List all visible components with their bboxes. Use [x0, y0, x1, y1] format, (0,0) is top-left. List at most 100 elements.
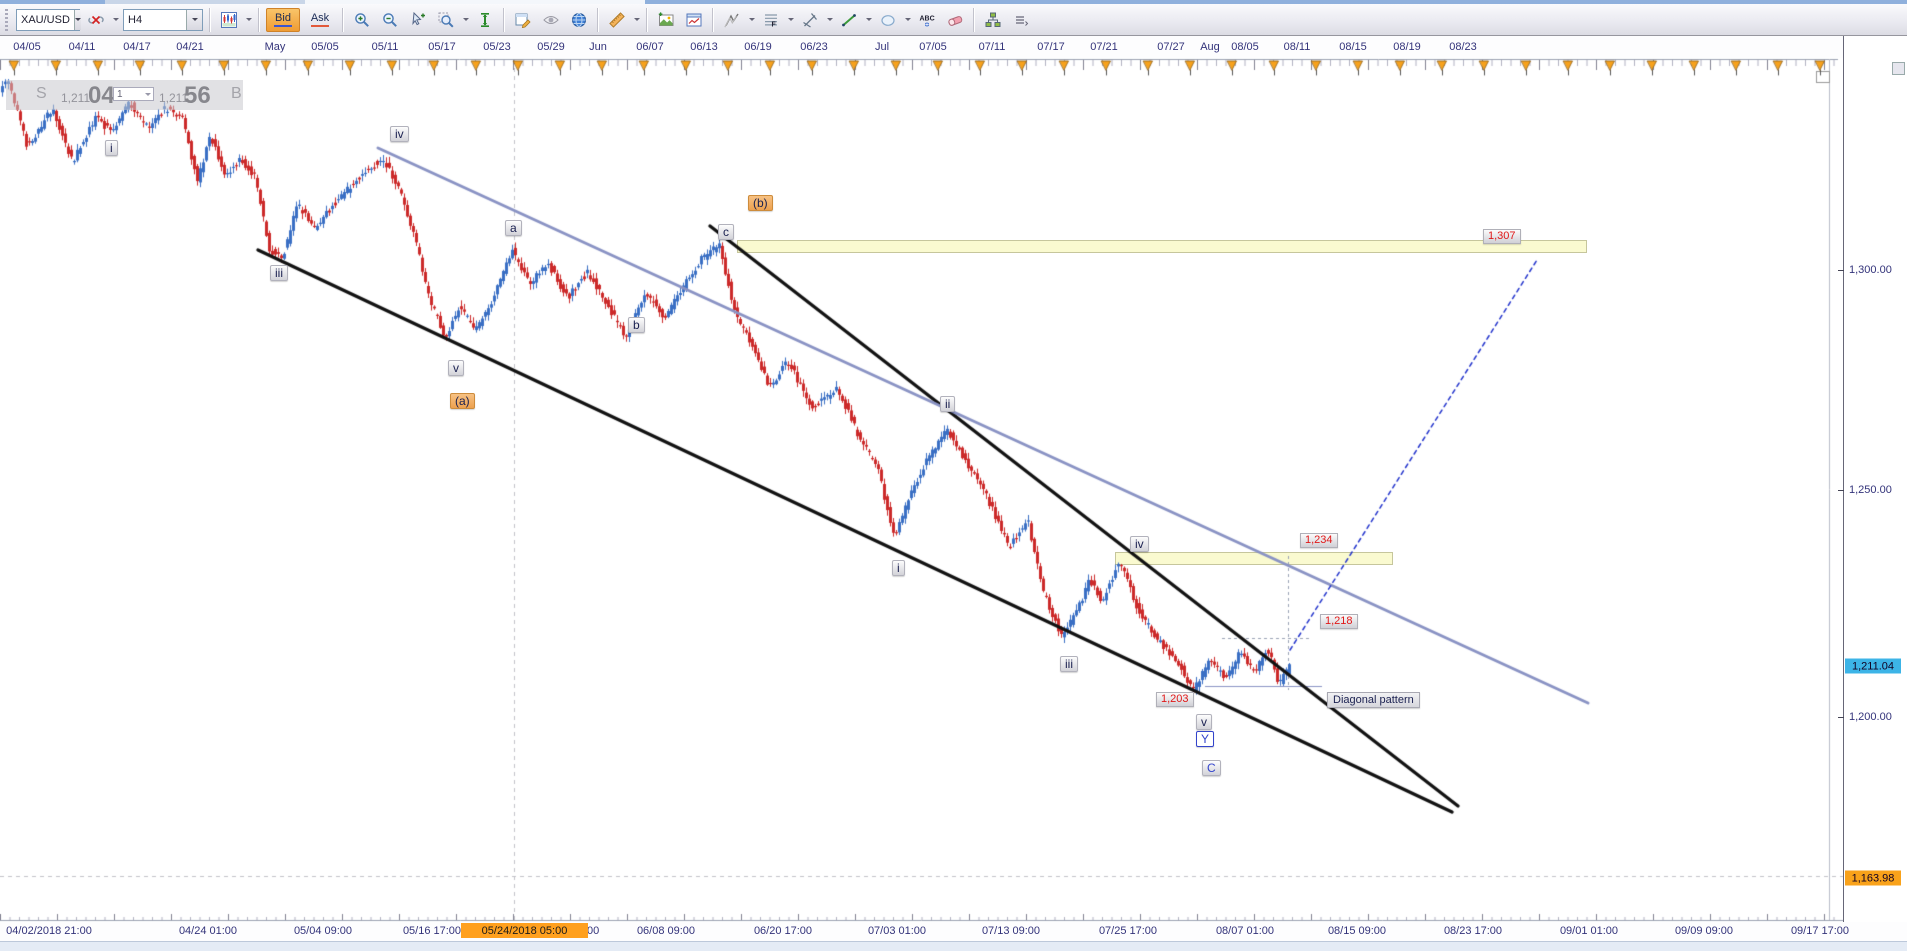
price-level-tag[interactable]: 1,203 [1156, 692, 1194, 707]
wave-label-b[interactable]: b [628, 317, 645, 333]
top-date-axis[interactable]: 04/05 04/11 04/17 04/21 May 05/05 05/11 05/17 05… [0, 36, 1907, 58]
area-zoom-icon-dropdown[interactable] [460, 8, 471, 32]
price-level-tag[interactable]: 1,218 [1320, 614, 1358, 629]
bottom-date-axis[interactable]: 04/02/2018 21:00 04/24 01:00 05/04 09:00 05… [0, 922, 1907, 941]
window-top-strip-segment [305, 0, 645, 4]
price-level-tag[interactable]: 1,234 [1300, 533, 1338, 548]
window-top-strip-segment [105, 0, 305, 4]
top-axis-label: 08/11 [1283, 41, 1311, 53]
ruler-icon[interactable] [603, 7, 631, 33]
top-axis-label: 04/05 [13, 41, 41, 53]
eraser-icon[interactable] [941, 7, 969, 33]
bottom-axis-label: 09/17 17:00 [1790, 925, 1850, 937]
chevron-down-icon[interactable] [186, 9, 202, 30]
bid-button-underline [274, 25, 292, 27]
window-top-strip [0, 0, 1907, 4]
top-axis-label: 08/23 [1449, 41, 1477, 53]
wave-label-ii[interactable]: ii [940, 396, 956, 412]
trendline-tool-icon[interactable] [835, 7, 863, 33]
top-axis-label: 05/29 [537, 41, 565, 53]
ask-button-underline [311, 25, 329, 27]
wave-label-iii[interactable]: iii [1060, 656, 1078, 672]
quick-trade-widget[interactable]: S 1,211 04 1 1,211 56 B [6, 80, 243, 110]
wave-label-iv[interactable]: iv [390, 126, 409, 142]
wave-label-iii[interactable]: iii [270, 265, 288, 281]
chart-type-icon[interactable] [215, 7, 243, 33]
ellipse-tool-icon[interactable] [874, 7, 902, 33]
unlink-icon[interactable] [82, 7, 110, 33]
symbol-select[interactable]: XAU/USD [16, 8, 81, 31]
chevron-down-icon[interactable] [73, 9, 81, 30]
top-axis-label: 04/21 [176, 41, 204, 53]
fibonacci-tool-icon[interactable]: F [757, 7, 785, 33]
wave-label-c[interactable]: c [718, 224, 734, 240]
wave-label-iv[interactable]: iv [1130, 536, 1149, 552]
bid-button[interactable]: Bid [266, 7, 300, 32]
toolbar-separator [646, 7, 648, 32]
trendline-tool-icon-dropdown[interactable] [863, 8, 874, 32]
top-axis-label: 06/07 [636, 41, 664, 53]
chart-type-icon-dropdown[interactable] [243, 8, 254, 32]
price-level-tag[interactable]: 1,307 [1483, 229, 1521, 244]
globe-icon[interactable] [565, 7, 593, 33]
top-axis-label: 06/13 [690, 41, 718, 53]
zoom-out-icon[interactable] [376, 7, 404, 33]
toolbar-grip[interactable] [3, 8, 10, 31]
wave-label-i[interactable]: i [105, 140, 118, 156]
diagonal-pattern-label[interactable]: Diagonal pattern [1327, 692, 1420, 708]
note-edit-icon[interactable] [509, 7, 537, 33]
pitchfork-tool-icon[interactable] [796, 7, 824, 33]
bottom-axis-label: 04/24 01:00 [178, 925, 238, 937]
text-tool-icon[interactable]: ABC [913, 7, 941, 33]
unlink-icon-dropdown[interactable] [110, 8, 121, 32]
bottom-axis-label: 04/02/2018 21:00 [6, 925, 92, 937]
pitchfork-tool-icon-dropdown[interactable] [824, 8, 835, 32]
target-level-tag: 1,163.98 [1845, 870, 1901, 886]
horizontal-scroll-strip[interactable] [0, 941, 1907, 951]
price-axis-label: 1,200.00 [1849, 711, 1892, 723]
eye-icon[interactable] [537, 7, 565, 33]
ellipse-tool-icon-dropdown[interactable] [902, 8, 913, 32]
wave-label-b[interactable]: (b) [748, 195, 773, 211]
wave-label-v[interactable]: v [448, 360, 464, 376]
candlestick-chart-canvas[interactable] [0, 58, 1843, 922]
timeframe-select[interactable]: H4 [123, 8, 203, 31]
area-zoom-icon[interactable] [432, 7, 460, 33]
price-axis[interactable]: 1,300.00 1,250.00 1,200.00 1,211.04 1,163.98 [1838, 36, 1907, 922]
axis-settings-box[interactable] [1892, 62, 1905, 75]
chevron-down-icon [145, 92, 151, 99]
wave-label-a[interactable]: a [505, 220, 522, 236]
zigzag-tool-icon-dropdown[interactable] [746, 8, 757, 32]
wave-label-v[interactable]: v [1196, 714, 1212, 730]
top-axis-label: May [264, 41, 286, 53]
fit-height-icon[interactable] [471, 7, 499, 33]
zigzag-tool-icon[interactable] [718, 7, 746, 33]
chart-window-icon[interactable] [680, 7, 708, 33]
top-axis-label: 07/05 [919, 41, 947, 53]
top-axis-label: 05/23 [483, 41, 511, 53]
wave-label-i[interactable]: i [892, 560, 905, 576]
sell-side-label[interactable]: S [36, 85, 47, 102]
top-axis-label: 05/17 [428, 41, 456, 53]
bottom-axis-label: 09/01 01:00 [1559, 925, 1619, 937]
ruler-icon-dropdown[interactable] [631, 8, 642, 32]
zoom-in-icon[interactable] [348, 7, 376, 33]
fibonacci-tool-icon-dropdown[interactable] [785, 8, 796, 32]
menu-small-icon[interactable] [1007, 7, 1035, 33]
bottom-axis-label: 07/03 01:00 [867, 925, 927, 937]
wave-label-Y[interactable]: Y [1196, 731, 1215, 747]
wave-label-C[interactable]: C [1202, 760, 1221, 776]
bottom-axis-label: 05/04 09:00 [293, 925, 353, 937]
wave-label-a[interactable]: (a) [450, 393, 475, 409]
object-tree-icon[interactable] [979, 7, 1007, 33]
quantity-selector[interactable]: 1 [113, 87, 154, 101]
pointer-zoom-icon[interactable] [404, 7, 432, 33]
ask-button[interactable]: Ask [304, 9, 336, 31]
buy-price-small: 1,211 [159, 91, 189, 105]
top-axis-label: Jul [874, 41, 890, 53]
image-icon[interactable] [652, 7, 680, 33]
buy-side-label[interactable]: B [231, 85, 242, 102]
top-axis-label: 06/19 [744, 41, 772, 53]
top-axis-label: Jun [589, 41, 607, 53]
